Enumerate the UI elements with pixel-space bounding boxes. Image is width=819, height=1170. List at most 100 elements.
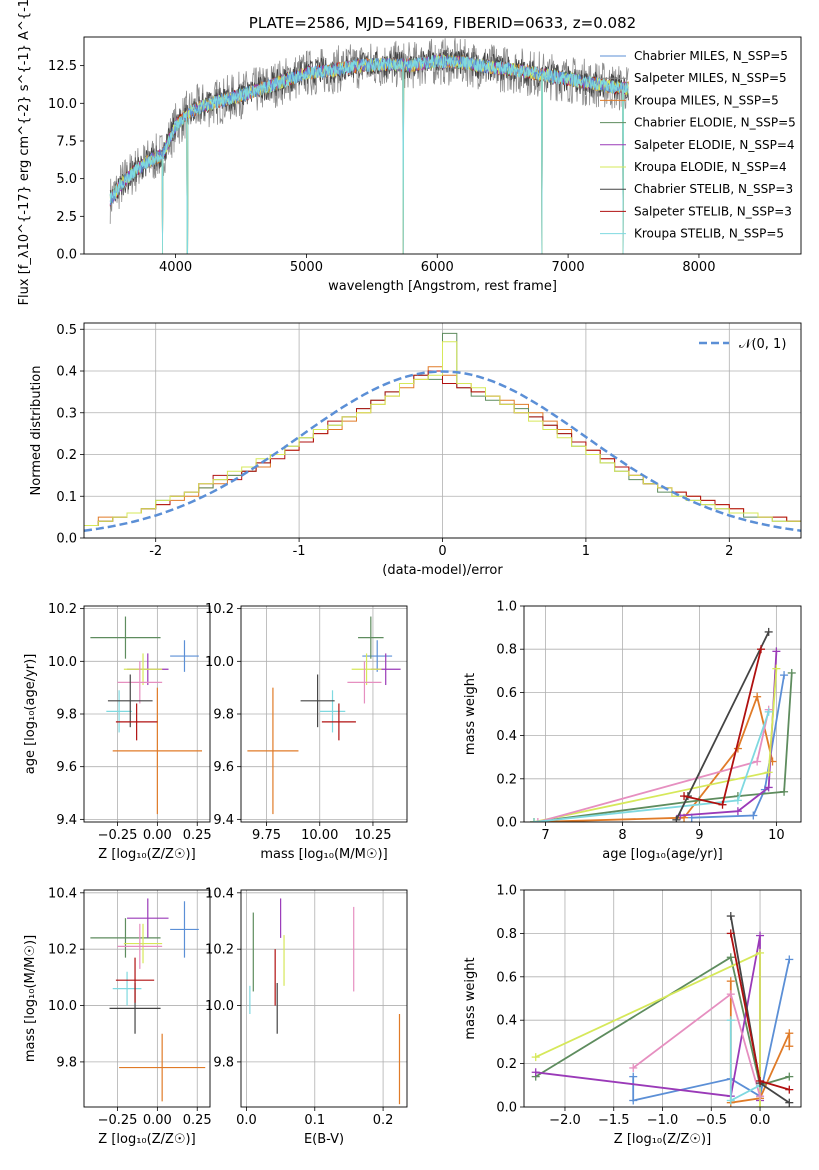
tick-label-x: −0.25	[98, 828, 138, 843]
tick-label-x: 5000	[290, 260, 323, 275]
y-axis-label: Normed distribution	[29, 366, 44, 496]
tick-label-y: 10.0	[205, 655, 234, 670]
y-axis-label: age [log₁₀(age/yr)]	[23, 654, 38, 775]
tick-label-y: 0.1	[56, 490, 77, 505]
tick-label-x: 0.25	[183, 828, 212, 843]
tick-label-x: 10.00	[301, 828, 338, 843]
histogram-series	[84, 341, 801, 526]
tick-label-y: 12.5	[48, 59, 77, 74]
spectrum-line	[109, 54, 629, 206]
tick-label-y: 7.5	[56, 134, 77, 149]
tick-label-x: 0.1	[304, 1113, 325, 1128]
tick-label-x: −0.5	[695, 1113, 727, 1128]
legend-label: Kroupa MILES, N_SSP=5	[634, 93, 779, 107]
tick-label-y: 0.6	[496, 970, 517, 985]
spectrum-line	[109, 55, 629, 254]
legend-label: Salpeter STELIB, N_SSP=3	[634, 204, 792, 218]
spectrum-line	[109, 38, 629, 254]
y-axis-label: mass weight	[463, 957, 478, 1039]
tick-label-y: 10.4	[205, 886, 234, 901]
weight-series	[535, 951, 761, 1107]
tick-label-y: 10.2	[48, 602, 77, 617]
tick-label-y: 9.4	[213, 813, 234, 828]
y-axis-label: mass [log₁₀(M/M☉)]	[23, 935, 38, 1062]
tick-label-x: 7000	[552, 260, 585, 275]
tick-label-y: 0.8	[496, 643, 517, 658]
tick-label-x: 0.00	[143, 1113, 172, 1128]
tick-label-y: 0.3	[56, 406, 77, 421]
tick-label-y: 0.2	[496, 1057, 517, 1072]
legend-label: Chabrier MILES, N_SSP=5	[634, 49, 788, 63]
tick-label-x: 8	[618, 828, 626, 843]
tick-label-x: −2.0	[549, 1113, 581, 1128]
y-axis-label: Flux [f_λ10^{-17} erg cm^{-2} s^{-1} A^{…	[17, 0, 32, 305]
tick-label-x: 1	[582, 544, 590, 559]
tick-label-y: 0.0	[496, 816, 517, 831]
axes-frame	[83, 36, 802, 255]
tick-label-y: 2.5	[56, 210, 77, 225]
tick-label-x: 10.25	[354, 828, 391, 843]
tick-label-x: 9.75	[252, 828, 281, 843]
tick-label-y: 0.8	[496, 927, 517, 942]
tick-label-y: 10.0	[48, 999, 77, 1014]
tick-label-y: 5.0	[56, 172, 77, 187]
x-axis-label: Z [log₁₀(Z/Z☉)]	[614, 1132, 711, 1147]
errorbar-group	[90, 616, 203, 815]
tick-label-x: −1.0	[647, 1113, 679, 1128]
weight-series	[675, 631, 770, 821]
histogram-steps	[84, 332, 801, 532]
tick-label-y: 1.0	[496, 884, 517, 899]
tick-label-x: 10	[768, 828, 785, 843]
weight-series	[533, 693, 774, 822]
tick-label-x: 0.0	[750, 1113, 771, 1128]
chart-title: PLATE=2586, MJD=54169, FIBERID=0633, z=0…	[249, 14, 636, 32]
weight-series	[691, 674, 785, 819]
tick-label-y: 9.8	[56, 708, 77, 723]
tick-label-x: -2	[149, 544, 162, 559]
tick-label-y: 0.4	[496, 729, 517, 744]
axes-frame	[83, 605, 211, 823]
tick-label-x: 9	[695, 828, 703, 843]
weight-series	[537, 709, 770, 822]
tick-label-y: 0.2	[56, 448, 77, 463]
x-axis-label: wavelength [Angstrom, rest frame]	[328, 279, 557, 294]
axes-frame	[240, 605, 408, 823]
tick-label-y: 1.0	[496, 600, 517, 615]
errorbar-group	[249, 898, 401, 1105]
x-axis-label: E(B-V)	[304, 1132, 344, 1147]
legend-label: Salpeter ELODIE, N_SSP=4	[634, 138, 795, 152]
x-axis-label: mass [log₁₀(M/M☉)]	[260, 847, 387, 862]
tick-label-x: 0.25	[183, 1113, 212, 1128]
axes-frame	[83, 322, 802, 539]
gaussian-curve	[84, 370, 801, 532]
tick-label-y: 10.0	[205, 999, 234, 1014]
spectrum-lines	[109, 38, 629, 254]
legend-label: Chabrier STELIB, N_SSP=3	[634, 182, 793, 196]
x-axis-label: Z [log₁₀(Z/Z☉)]	[98, 847, 195, 862]
tick-label-x: −1.5	[598, 1113, 630, 1128]
tick-label-y: 9.8	[56, 1055, 77, 1070]
weight-series	[535, 955, 790, 1087]
tick-label-x: 0	[438, 544, 446, 559]
axes-frame	[83, 889, 211, 1108]
tick-label-y: 10.0	[48, 655, 77, 670]
tick-label-y: 10.2	[205, 943, 234, 958]
legend-label: Kroupa STELIB, N_SSP=5	[634, 227, 784, 241]
tick-label-y: 10.0	[48, 97, 77, 112]
tick-label-y: 0.4	[56, 365, 77, 380]
tick-label-y: 0.0	[56, 248, 77, 263]
tick-label-y: 0.6	[496, 686, 517, 701]
tick-label-y: 9.6	[56, 760, 77, 775]
x-axis-label: (data-model)/error	[382, 563, 503, 578]
tick-label-y: 0.4	[496, 1014, 517, 1029]
legend-label: Kroupa ELODIE, N_SSP=4	[634, 160, 787, 174]
tick-label-x: 0.0	[236, 1113, 257, 1128]
tick-label-y: 0.0	[496, 1101, 517, 1116]
weight-series	[533, 711, 770, 822]
tick-label-y: 10.2	[48, 943, 77, 958]
tick-label-y: 9.8	[213, 1055, 234, 1070]
errorbar-group	[90, 898, 206, 1102]
tick-label-x: 7	[541, 828, 549, 843]
tick-label-y: 9.8	[213, 708, 234, 723]
